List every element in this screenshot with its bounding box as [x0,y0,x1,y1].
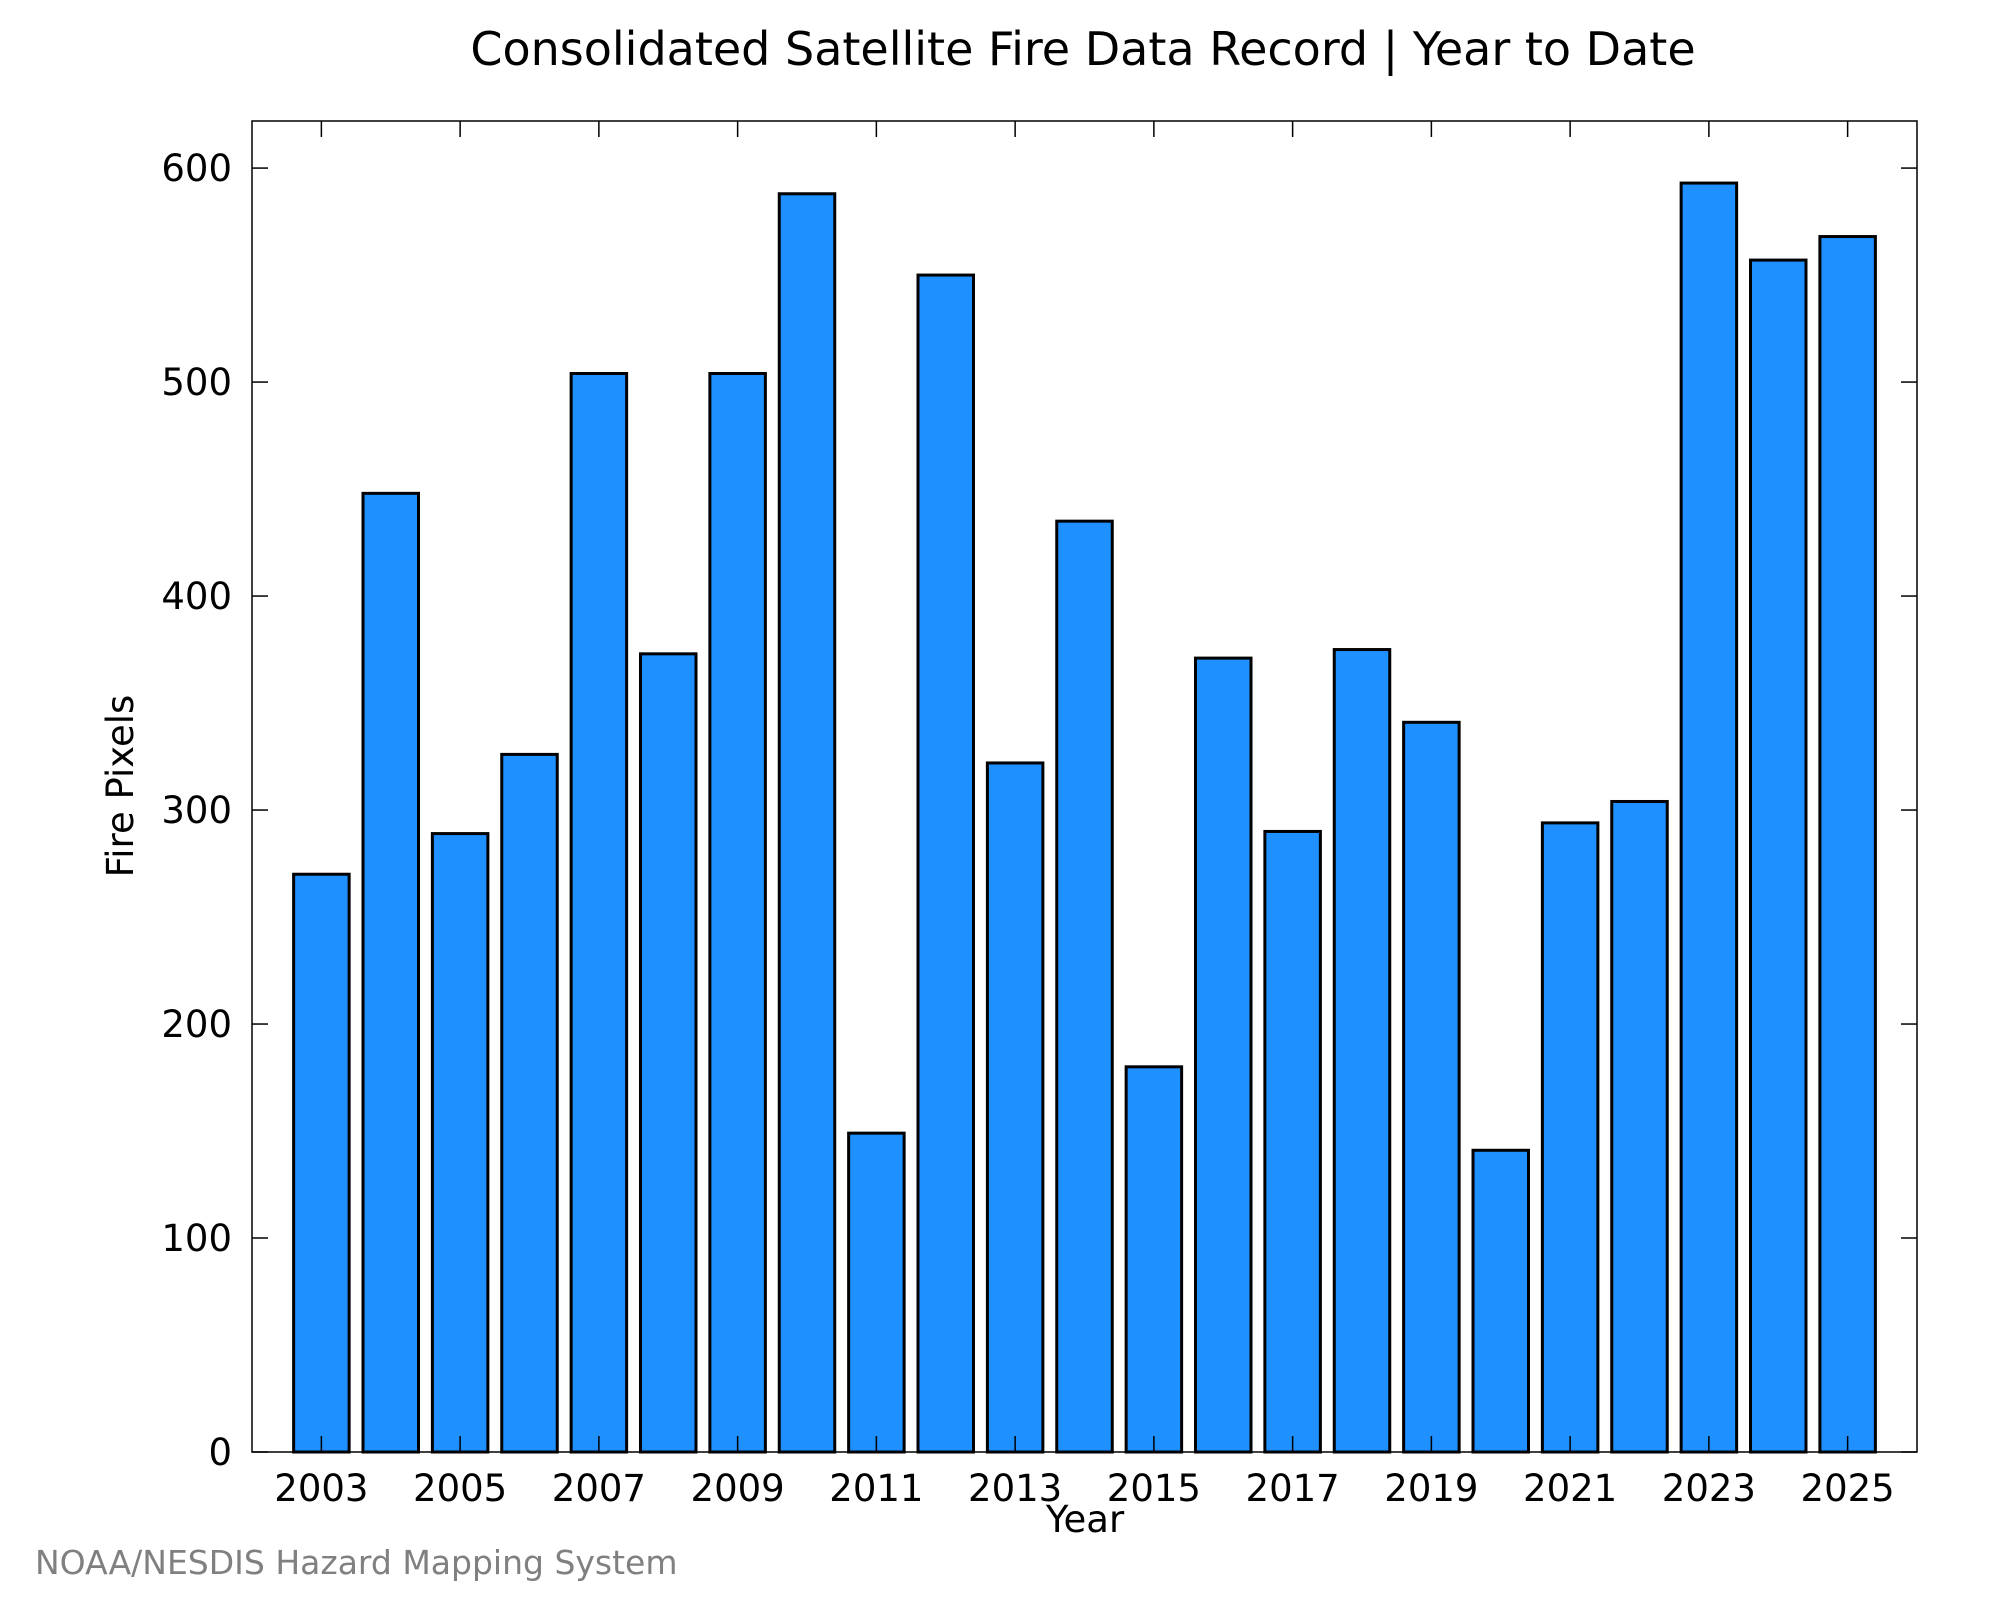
x-tick-label-2013: 2013 [968,1467,1062,1510]
x-tick-label-2019: 2019 [1384,1467,1478,1510]
y-tick-label-500: 500 [161,361,232,404]
x-tick-label-2011: 2011 [829,1467,923,1510]
y-tick-label-600: 600 [161,147,232,190]
bar-2020 [1471,1148,1530,1454]
credit-text: NOAA/NESDIS Hazard Mapping System [35,1543,678,1582]
bar-2018 [1332,648,1392,1454]
bar-2004 [361,491,420,1454]
bar-2011 [847,1131,906,1454]
x-tick-label-2023: 2023 [1662,1467,1756,1510]
bar-2019 [1402,720,1461,1454]
bar-2007 [569,372,629,1454]
bar-2015 [1124,1065,1184,1454]
x-axis-label: Year [1045,1498,1125,1541]
ticks-layer: 0 100 200 300 400 500 600 2003 2005 2007 2009 2011 2… [161,121,1917,1510]
bar-2016 [1194,656,1253,1454]
y-tick-label-400: 400 [161,575,232,618]
bar-2024 [1749,258,1808,1454]
bar-2012 [916,273,975,1454]
bar-2008 [639,652,698,1454]
bar-2010 [777,192,837,1454]
y-tick-label-300: 300 [161,789,232,832]
x-tick-label-2007: 2007 [552,1467,646,1510]
x-tick-label-2015: 2015 [1107,1467,1201,1510]
bar-2009 [708,372,767,1454]
plot-frame [251,120,1918,1453]
bar-2017 [1263,829,1322,1454]
bar-2006 [500,752,559,1454]
y-tick-label-200: 200 [161,1003,232,1046]
y-axis-label: Fire Pixels [99,695,142,878]
x-tick-label-2025: 2025 [1801,1467,1895,1510]
bars-layer [292,181,1877,1454]
bar-2025 [1818,235,1877,1454]
bar-2005 [430,832,490,1454]
chart-title: Consolidated Satellite Fire Data Record … [470,22,1695,77]
bar-2003 [292,872,351,1454]
y-tick-label-100: 100 [161,1217,232,1260]
bar-2022 [1610,799,1669,1454]
x-tick-label-2009: 2009 [691,1467,785,1510]
bar-2021 [1540,821,1600,1454]
bar-2023 [1679,181,1739,1454]
x-tick-label-2005: 2005 [413,1467,507,1510]
x-tick-label-2021: 2021 [1523,1467,1617,1510]
y-tick-label-0: 0 [208,1431,232,1474]
x-tick-label-2017: 2017 [1246,1467,1340,1510]
x-tick-label-2003: 2003 [274,1467,368,1510]
bar-2014 [1055,519,1114,1454]
bar-2013 [985,761,1045,1454]
